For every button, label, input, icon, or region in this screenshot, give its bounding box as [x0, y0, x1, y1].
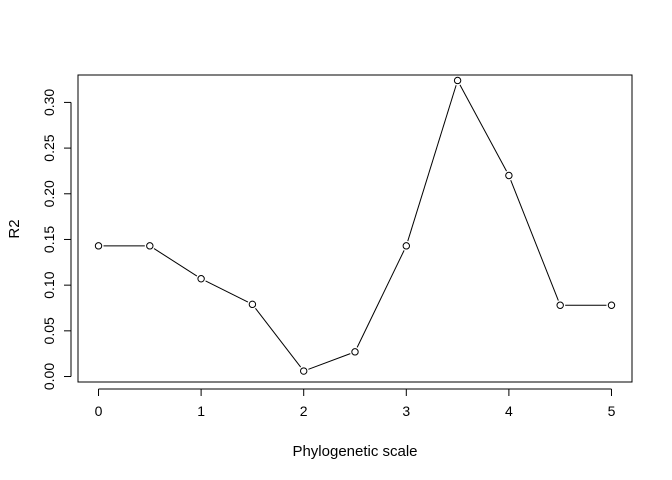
series-line-segment — [459, 84, 507, 172]
data-point — [146, 242, 154, 250]
data-point — [453, 76, 462, 85]
x-tick-label: 4 — [505, 403, 513, 419]
plot-frame — [77, 74, 633, 383]
data-point — [351, 348, 359, 356]
series-line-segment — [510, 179, 559, 301]
x-tick-label: 0 — [95, 403, 103, 419]
x-tick-label: 2 — [300, 403, 308, 419]
data-point — [300, 367, 308, 375]
y-tick-label: 0.15 — [41, 226, 57, 253]
data-point — [402, 242, 410, 250]
y-tick-label: 0.20 — [41, 180, 57, 207]
data-point — [556, 301, 564, 309]
y-tick-label: 0.00 — [41, 363, 57, 390]
data-point — [607, 301, 616, 309]
x-axis-label: Phylogenetic scale — [292, 443, 417, 460]
x-axis: 0 1 2 3 4 5 — [95, 388, 616, 419]
data-point — [505, 171, 513, 180]
series-line-segment — [255, 307, 302, 368]
series-line-segment — [356, 250, 405, 348]
y-tick-label: 0.30 — [41, 89, 57, 116]
x-tick-label: 5 — [608, 403, 616, 419]
data-point — [94, 242, 103, 250]
series-line-segment — [205, 280, 249, 303]
data-point — [248, 300, 257, 309]
series-layer — [94, 76, 616, 375]
x-tick-label: 3 — [402, 403, 410, 419]
series-line-segment — [308, 353, 351, 370]
y-tick-label: 0.10 — [41, 271, 57, 298]
y-axis-label: R2 — [6, 219, 23, 238]
y-tick-label: 0.25 — [41, 134, 57, 161]
x-tick-label: 1 — [197, 403, 205, 419]
series-line-segment — [407, 85, 457, 242]
y-axis: 0.00 0.05 0.10 0.15 0.20 0.25 0.30 — [41, 89, 72, 390]
series-line-segment — [153, 248, 198, 277]
data-point — [197, 275, 205, 283]
y-tick-label: 0.05 — [41, 317, 57, 344]
